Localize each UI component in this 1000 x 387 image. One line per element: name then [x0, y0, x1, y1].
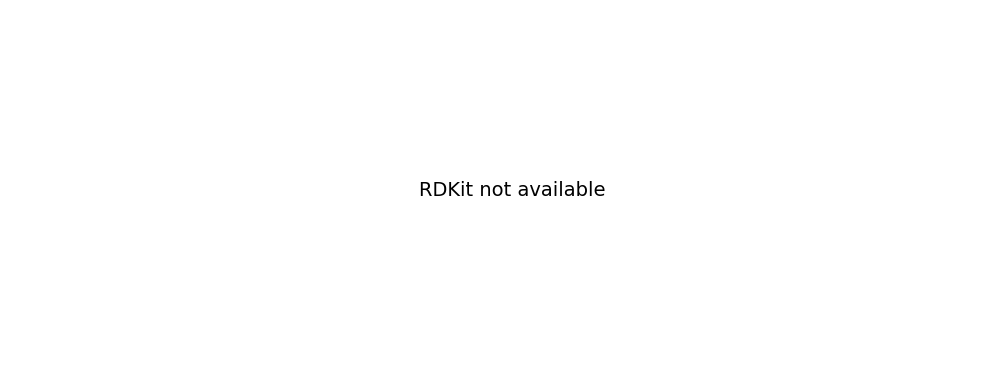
Text: RDKit not available: RDKit not available — [419, 181, 606, 200]
